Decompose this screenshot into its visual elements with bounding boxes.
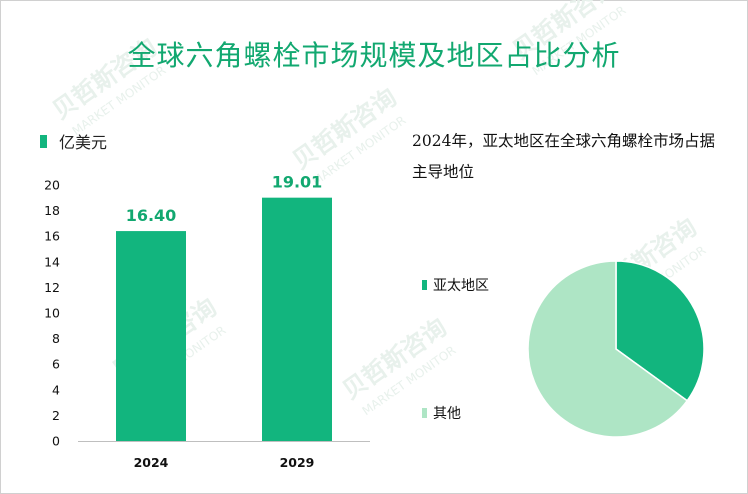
pie-legend-label: 亚太地区 bbox=[433, 278, 489, 294]
y-tick-label: 10 bbox=[44, 306, 60, 321]
pie-legend-swatch bbox=[422, 408, 427, 418]
y-tick-label: 8 bbox=[52, 331, 60, 346]
y-tick-label: 4 bbox=[52, 382, 60, 397]
x-tick-label: 2029 bbox=[280, 455, 315, 470]
chart-title: 全球六角螺栓市场规模及地区占比分析 bbox=[127, 39, 621, 72]
pie-legend-swatch bbox=[422, 280, 427, 290]
y-tick-label: 14 bbox=[44, 254, 60, 269]
bar-legend-swatch bbox=[40, 134, 47, 148]
x-tick-label: 2024 bbox=[134, 455, 169, 470]
bar-value-label: 19.01 bbox=[272, 173, 323, 192]
y-tick-label: 18 bbox=[44, 203, 60, 218]
y-tick-label: 6 bbox=[52, 357, 60, 372]
pie-subtitle: 2024年，亚太地区在全球六角螺栓市场占据主导地位 bbox=[412, 132, 715, 181]
y-tick-label: 12 bbox=[44, 280, 60, 295]
bar-value-label: 16.40 bbox=[126, 206, 177, 225]
pie-legend-item-other: 其他 bbox=[422, 403, 461, 423]
bar-legend-label: 亿美元 bbox=[59, 133, 108, 152]
pie-slice bbox=[527, 260, 689, 438]
y-tick-label: 0 bbox=[52, 434, 60, 449]
y-tick-label: 20 bbox=[44, 178, 60, 193]
y-tick-label: 16 bbox=[44, 229, 60, 244]
bar bbox=[116, 231, 186, 441]
pie-legend-item-asia-pacific: 亚太地区 bbox=[422, 275, 489, 295]
y-tick-label: 2 bbox=[52, 408, 60, 423]
pie-slice bbox=[615, 260, 705, 402]
bar-legend: 亿美元 bbox=[40, 132, 108, 152]
bar bbox=[262, 197, 332, 441]
pie-legend-label: 其他 bbox=[433, 406, 461, 422]
